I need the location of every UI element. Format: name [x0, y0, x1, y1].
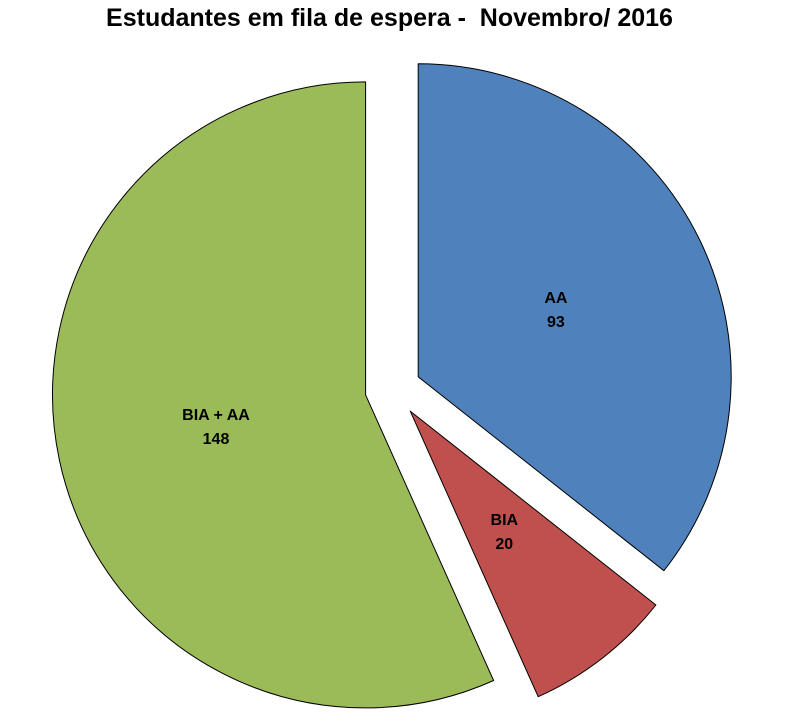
slice-value-text: 148 — [203, 431, 230, 448]
pie-slice-bia-aa — [52, 81, 495, 709]
pie-slice-bia — [409, 410, 657, 698]
slice-value-text: 93 — [547, 314, 565, 331]
slice-category-text: BIA — [491, 512, 519, 529]
chart-title: Estudantes em fila de espera - Novembro/… — [106, 4, 673, 32]
slice-category-text: AA — [544, 290, 568, 307]
slice-value-text: 20 — [495, 536, 513, 553]
pie-slices: AA 93 BIA 20 BIA + AA 148 — [52, 63, 732, 709]
slice-label-aa: AA 93 — [544, 290, 568, 331]
slice-label-bia: BIA 20 — [491, 512, 519, 553]
slice-label-bia-aa: BIA + AA 148 — [182, 407, 250, 448]
slice-category-text: BIA + AA — [182, 407, 250, 424]
pie-slice-aa — [417, 63, 732, 572]
